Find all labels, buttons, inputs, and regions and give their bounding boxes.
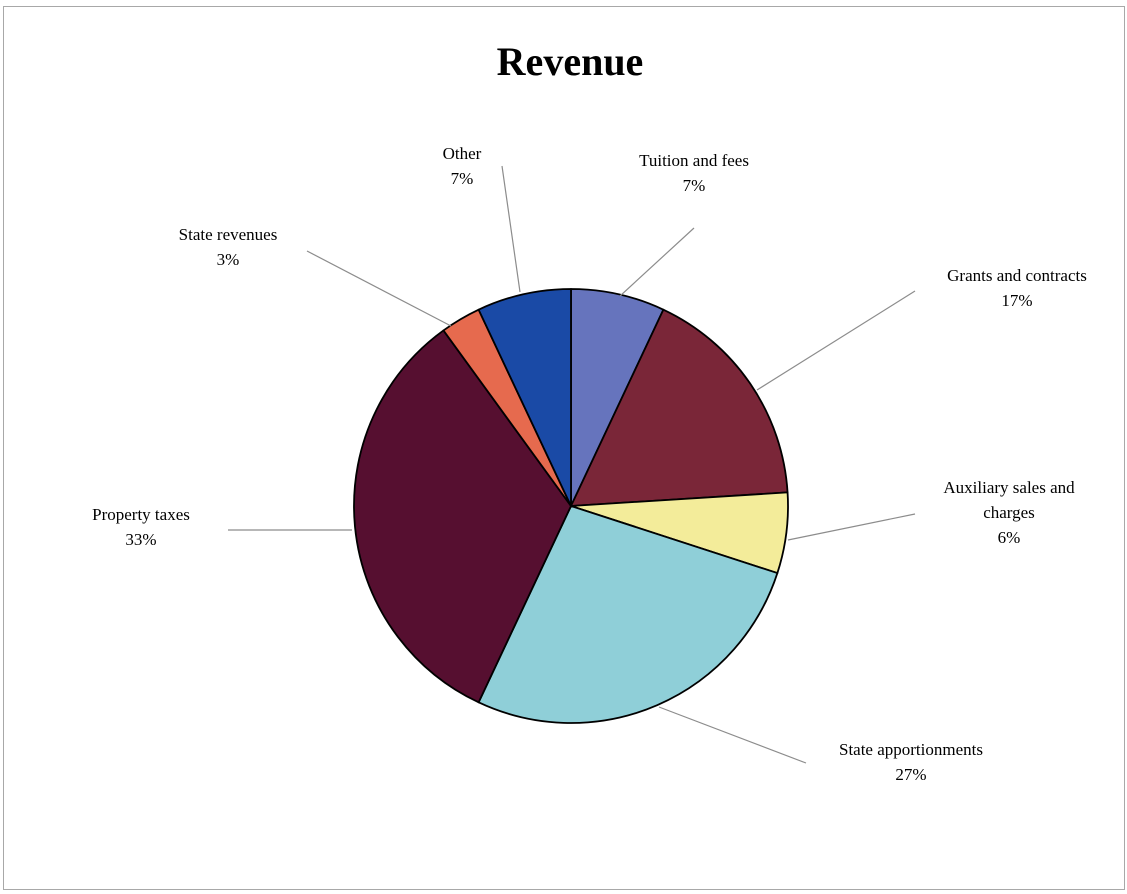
leader-line [787, 513, 916, 541]
slice-name-label: Grants and contracts [947, 266, 1087, 285]
slice-label: State apportionments 27% [839, 740, 983, 784]
leader-line [658, 706, 807, 764]
slice-percent-label: 33% [125, 530, 156, 549]
leader-line [501, 165, 521, 293]
slice-name-label: charges [983, 503, 1035, 522]
slice-percent-label: 7% [683, 176, 706, 195]
slice-labels: Tuition and fees 7% Grants and contracts 17… [92, 144, 1087, 784]
slice-label: Other 7% [443, 144, 482, 188]
slice-percent-label: 17% [1001, 291, 1032, 310]
slice-label: Auxiliary sales and charges 6% [943, 478, 1075, 547]
slice-percent-label: 6% [998, 528, 1021, 547]
slice-name-label: Auxiliary sales and [943, 478, 1075, 497]
slice-label: Property taxes 33% [92, 505, 190, 549]
leader-line [619, 227, 695, 297]
slice-name-label: Property taxes [92, 505, 190, 524]
slice-name-label: Other [443, 144, 482, 163]
slice-percent-label: 27% [895, 765, 926, 784]
leader-lines [228, 165, 916, 764]
pie-slices [353, 288, 789, 724]
pie-slice-property-taxes [353, 329, 572, 704]
slice-label: Grants and contracts 17% [947, 266, 1087, 310]
chart-title: Revenue [496, 39, 644, 84]
slice-name-label: Tuition and fees [639, 151, 749, 170]
leader-line [756, 290, 916, 391]
pie-slice-state-apportionments [477, 505, 779, 724]
slice-label: Tuition and fees 7% [639, 151, 749, 195]
slice-percent-label: 7% [451, 169, 474, 188]
pie-slice-other [477, 288, 572, 507]
slice-name-label: State apportionments [839, 740, 983, 759]
slice-label: State revenues 3% [179, 225, 278, 269]
slice-percent-label: 3% [217, 250, 240, 269]
pie-slice-grants-and-contracts [570, 308, 789, 507]
leader-line [306, 250, 452, 327]
slice-name-label: State revenues [179, 225, 278, 244]
